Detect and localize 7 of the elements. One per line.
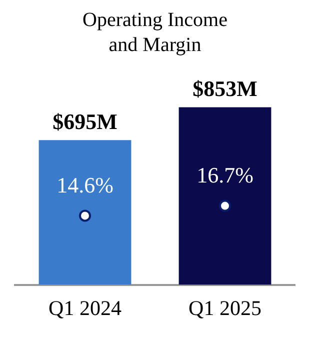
- x-tick-label: Q1 2025: [188, 296, 262, 320]
- data-label: $695M: [52, 108, 118, 134]
- chart-title: Operating Income and Margin: [82, 8, 228, 58]
- data-label: 14.6%: [56, 172, 114, 198]
- data-label: 16.7%: [196, 162, 254, 188]
- data-label: $853M: [192, 76, 258, 101]
- x-tick-label: Q1 2024: [48, 296, 122, 320]
